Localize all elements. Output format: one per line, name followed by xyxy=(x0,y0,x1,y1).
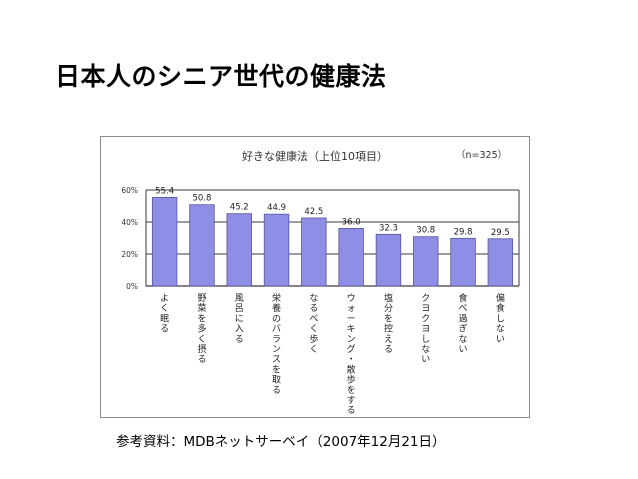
value-label: 30.8 xyxy=(416,226,435,236)
bar xyxy=(263,213,290,287)
bar xyxy=(338,228,364,287)
value-label: 32.3 xyxy=(379,223,398,233)
category-label: ウォーキング・散歩をする xyxy=(347,293,356,416)
category-label: クヨクヨしない xyxy=(421,293,430,365)
category-label: 風呂に入る xyxy=(235,293,244,345)
value-label: 29.5 xyxy=(491,228,510,238)
bar xyxy=(487,238,514,287)
value-label: 36.0 xyxy=(342,217,361,227)
bar xyxy=(301,217,327,287)
value-label: 55.4 xyxy=(155,186,174,196)
category-label: 野菜を多く摂る xyxy=(197,293,206,365)
y-tick-label: 40% xyxy=(121,218,138,227)
chart-title: 好きな健康法（上位10項目） xyxy=(242,149,388,163)
category-label: なるべく歩く xyxy=(309,293,318,355)
bar xyxy=(413,236,439,287)
y-tick-label: 0% xyxy=(126,282,138,291)
category-label: 偏食しない xyxy=(496,292,505,345)
category-label: 栄養のバランスを取る xyxy=(272,292,281,396)
y-tick-label: 20% xyxy=(121,250,138,259)
value-label: 29.8 xyxy=(454,227,473,237)
chart-frame: 好きな健康法（上位10項目） （n=325） 0% 20% 40% 60% 55.4 50.8… xyxy=(100,136,530,418)
bar-chart: 好きな健康法（上位10項目） （n=325） 0% 20% 40% 60% 55.4 50.8… xyxy=(121,149,520,416)
value-label: 45.2 xyxy=(230,203,249,213)
category-label: よく眠る xyxy=(160,293,169,335)
bar xyxy=(375,233,402,287)
value-label: 50.8 xyxy=(192,194,211,204)
category-label: 食べ過ぎない xyxy=(459,292,468,355)
bar xyxy=(226,213,252,287)
chart-note: （n=325） xyxy=(456,149,507,161)
bar xyxy=(450,237,476,287)
bar xyxy=(151,196,178,287)
category-label: 塩分を控える xyxy=(384,292,393,355)
y-tick-label: 60% xyxy=(121,186,138,195)
source-note: 参考資料：MDBネットサーベイ（2007年12月21日） xyxy=(116,434,446,450)
bar xyxy=(189,204,215,287)
value-label: 44.9 xyxy=(267,203,286,213)
slide-title: 日本人のシニア世代の健康法 xyxy=(55,62,387,91)
value-label: 42.5 xyxy=(304,207,323,217)
